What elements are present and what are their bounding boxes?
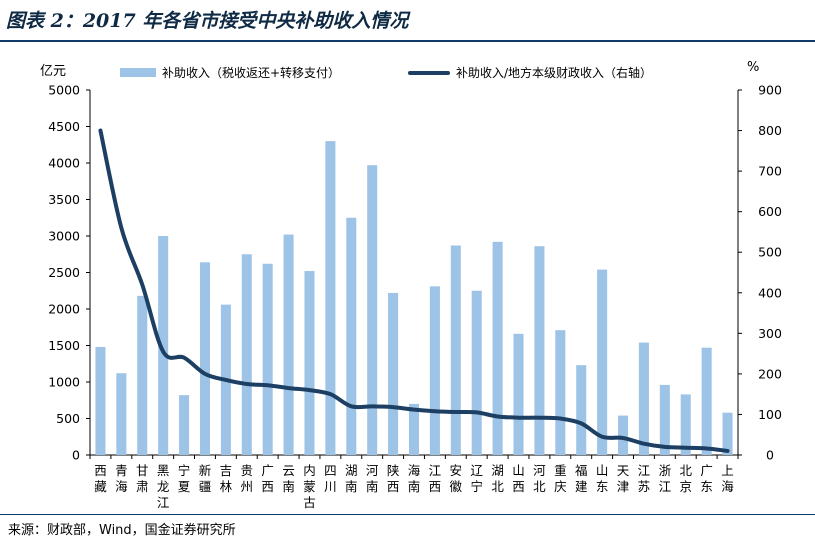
chart-title: 图表 2：2017 年各省市接受中央补助收入情况 [6, 10, 409, 32]
category-label: 山西 [512, 463, 525, 494]
category-label: 陕西 [387, 463, 400, 494]
category-label: 福建 [575, 463, 588, 494]
left-axis-unit: 亿元 [40, 64, 67, 79]
left-tick-label: 500 [56, 411, 80, 426]
bar [241, 254, 252, 455]
footer-divider [0, 514, 815, 515]
category-label: 湖北 [491, 463, 504, 494]
left-tick-label: 2500 [48, 265, 80, 280]
category-label: 江西 [429, 463, 442, 494]
category-label: 内蒙古 [303, 463, 316, 510]
left-tick-label: 3000 [48, 229, 80, 244]
category-label: 辽宁 [470, 463, 483, 494]
legend-line-label: 补助收入/地方本级财政收入（右轴） [456, 66, 653, 80]
bar [158, 236, 169, 455]
bar [262, 263, 273, 455]
right-axis-unit: % [747, 60, 760, 75]
bar [388, 292, 399, 455]
left-tick-label: 3500 [48, 192, 80, 207]
bar [95, 346, 106, 455]
right-tick-label: 200 [758, 366, 782, 381]
category-label: 甘肃 [136, 463, 149, 494]
bar [408, 403, 420, 455]
category-label: 江苏 [638, 463, 651, 494]
category-label: 安徽 [450, 463, 463, 494]
category-label: 海南 [408, 463, 421, 494]
category-label: 湖南 [345, 463, 358, 494]
bar [618, 415, 629, 455]
category-label: 河北 [533, 463, 546, 494]
category-label: 浙江 [659, 463, 672, 494]
bar [325, 141, 336, 455]
bar [638, 342, 649, 455]
right-tick-label: 500 [758, 245, 782, 260]
category-label: 山东 [596, 463, 609, 494]
right-tick-label: 900 [758, 83, 782, 98]
right-tick-label: 300 [758, 326, 782, 341]
bar [701, 347, 712, 455]
bar [199, 262, 210, 455]
category-label: 青海 [115, 463, 128, 494]
right-tick-label: 700 [758, 164, 782, 179]
bar [576, 365, 587, 455]
bar [346, 217, 357, 455]
left-tick-label: 4500 [48, 119, 80, 134]
category-label: 贵州 [241, 463, 254, 494]
legend-line-swatch [408, 70, 450, 75]
legend-bar-label: 补助收入（税收返还+转移支付） [162, 66, 341, 80]
bar [597, 269, 608, 455]
bar [471, 290, 482, 455]
category-label: 云南 [282, 463, 295, 494]
bar [429, 286, 440, 455]
bar [513, 333, 524, 455]
right-tick-label: 800 [758, 123, 782, 138]
left-tick-label: 0 [72, 448, 80, 463]
category-label: 黑龙江 [157, 463, 170, 510]
ratio-line [98, 128, 730, 453]
category-label: 重庆 [554, 463, 567, 494]
bar [283, 234, 294, 455]
category-label: 天津 [617, 463, 630, 494]
category-label: 吉林 [220, 463, 233, 494]
category-label: 广西 [261, 463, 274, 494]
title-divider [0, 40, 815, 42]
category-label: 北京 [679, 463, 692, 494]
legend-item-bars: 补助收入（税收返还+转移支付） [120, 64, 340, 81]
bar [722, 412, 733, 455]
bar [304, 271, 315, 455]
bar [680, 394, 691, 455]
category-label: 宁夏 [178, 463, 191, 494]
bar [555, 330, 566, 455]
category-label: 河南 [366, 463, 379, 494]
right-tick-label: 400 [758, 285, 782, 300]
category-label: 上海 [721, 463, 734, 494]
bar [659, 384, 670, 455]
left-tick-label: 2000 [48, 302, 80, 317]
right-tick-label: 100 [758, 407, 782, 422]
left-tick-label: 1000 [48, 375, 80, 390]
legend-item-line: 补助收入/地方本级财政收入（右轴） [408, 64, 652, 81]
category-label: 四川 [324, 463, 337, 494]
bar [492, 241, 503, 455]
left-tick-label: 1500 [48, 338, 80, 353]
bar [116, 373, 127, 455]
left-tick-label: 4000 [48, 156, 80, 171]
left-tick-label: 5000 [48, 83, 80, 98]
category-label: 西藏 [94, 463, 107, 494]
right-tick-label: 600 [758, 204, 782, 219]
category-label: 广东 [700, 463, 713, 494]
bar [179, 395, 190, 455]
category-label: 新疆 [199, 463, 212, 494]
bar [367, 165, 378, 455]
source-note: 来源：财政部，Wind，国金证券研究所 [8, 523, 236, 538]
bar [450, 245, 461, 455]
bar [137, 295, 148, 455]
bar [534, 246, 545, 455]
legend-bar-swatch [120, 68, 156, 77]
right-tick-label: 0 [766, 448, 774, 463]
